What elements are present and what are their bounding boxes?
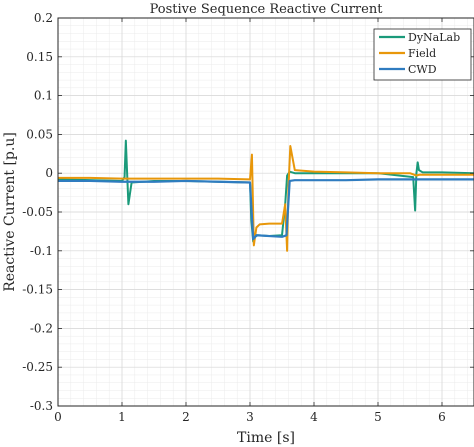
- x-tick-label: 3: [246, 410, 254, 424]
- legend-label-field: Field: [408, 47, 436, 60]
- y-tick-labels: 0.2 0.15 0.1 0.05 0 -0.05 -0.1 -0.15 -0.2 -0.25 -0…: [22, 11, 53, 413]
- x-tick-labels: 0 1 2 3 4 5 6: [54, 410, 446, 424]
- y-tick-label: 0: [45, 166, 53, 180]
- y-tick-label: 0.2: [34, 11, 53, 25]
- legend: DyNaLab Field CWD: [373, 28, 472, 81]
- legend-label-cwd: CWD: [408, 63, 437, 76]
- y-tick-label: -0.05: [22, 205, 53, 219]
- y-tick-label: 0.15: [26, 50, 53, 64]
- x-tick-label: 6: [438, 410, 446, 424]
- chart-title: Postive Sequence Reactive Current: [150, 2, 384, 17]
- y-tick-label: -0.2: [30, 321, 53, 335]
- x-tick-label: 2: [182, 410, 190, 424]
- y-axis-label: Reactive Current [p.u]: [2, 132, 18, 292]
- x-tick-label: 0: [54, 410, 62, 424]
- x-axis-label: Time [s]: [237, 430, 295, 446]
- y-tick-label: 0.05: [26, 127, 53, 141]
- series-line-field: [58, 145, 474, 252]
- legend-label-dynalab: DyNaLab: [408, 31, 460, 44]
- x-tick-label: 4: [310, 410, 318, 424]
- y-tick-label: 0.1: [34, 89, 53, 103]
- series-layer: [57, 139, 474, 252]
- y-tick-label: -0.15: [22, 283, 53, 297]
- tick-marks: [57, 17, 474, 407]
- series-line-cwd: [58, 178, 474, 241]
- x-tick-label: 5: [374, 410, 382, 424]
- y-tick-label: -0.3: [30, 399, 53, 413]
- y-tick-label: -0.1: [30, 244, 53, 258]
- x-tick-label: 1: [118, 410, 126, 424]
- y-tick-label: -0.25: [22, 360, 53, 374]
